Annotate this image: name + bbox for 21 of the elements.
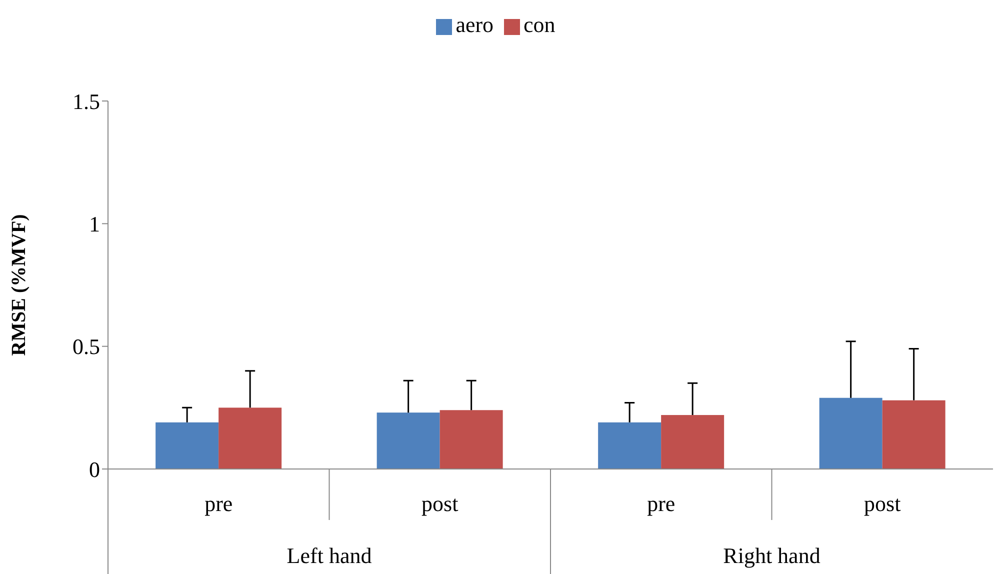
y-tick-label: 0 [89, 456, 100, 482]
y-tick-label: 1.5 [72, 88, 100, 114]
text: Right hand [723, 543, 820, 568]
y-axis-title: RMSE (%MVF) [8, 214, 30, 356]
bar [882, 400, 946, 469]
x-tick-label: post [864, 491, 901, 516]
bar [156, 422, 219, 469]
x-tick-label: post [422, 491, 458, 516]
legend-label: aero [456, 12, 494, 37]
bar [819, 398, 882, 469]
text: Left hand [286, 543, 372, 568]
y-tick-label: 0.5 [72, 334, 100, 360]
y-tick-label: 1 [89, 211, 100, 236]
bar [218, 408, 282, 469]
legend-label: con [524, 12, 556, 37]
bar [661, 415, 724, 469]
bar [376, 412, 440, 469]
x-tick-label: pre [647, 491, 676, 516]
bar [440, 410, 503, 469]
bar [598, 422, 662, 469]
x-tick-label: pre [204, 491, 233, 516]
